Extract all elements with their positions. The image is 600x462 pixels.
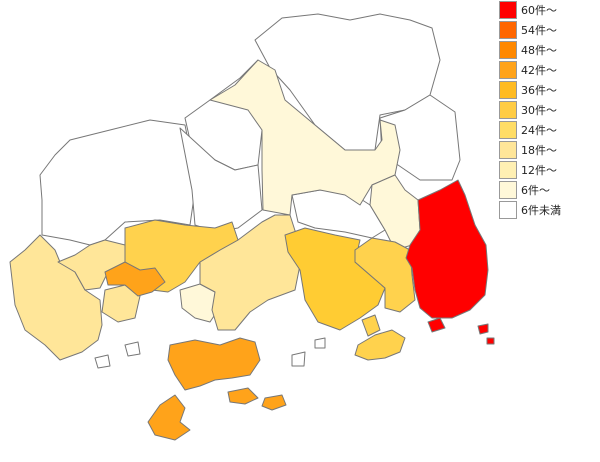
legend-item-42: 42件～ — [499, 60, 561, 80]
region-south-island-3 — [261, 394, 287, 411]
legend-swatch — [499, 41, 517, 59]
island-white-1 — [94, 354, 111, 369]
legend-item-48: 48件～ — [499, 40, 561, 60]
region-center-light — [199, 214, 301, 331]
legend-swatch — [499, 101, 517, 119]
legend-swatch — [499, 121, 517, 139]
map-legend: 60件～ 54件～ 48件～ 42件～ 36件～ 30件～ 24件～ 18件～ … — [499, 0, 561, 220]
island-white-3 — [291, 351, 306, 367]
legend-item-24: 24件～ — [499, 120, 561, 140]
legend-swatch — [499, 81, 517, 99]
legend-item-30: 30件～ — [499, 100, 561, 120]
legend-label: 12件～ — [521, 164, 557, 177]
legend-swatch — [499, 1, 517, 19]
region-south-island-1 — [147, 394, 191, 441]
region-southeast-island — [354, 329, 406, 361]
legend-swatch — [499, 61, 517, 79]
region-red-island-2 — [477, 323, 489, 335]
legend-label: 36件～ — [521, 84, 557, 97]
legend-swatch — [499, 201, 517, 219]
region-red-island-1 — [427, 317, 446, 333]
legend-label: 54件～ — [521, 24, 557, 37]
region-red-island-3 — [486, 337, 495, 345]
legend-label: 6件～ — [521, 184, 550, 197]
legend-label: 18件～ — [521, 144, 557, 157]
island-white-4 — [314, 337, 326, 349]
legend-item-54: 54件～ — [499, 20, 561, 40]
region-west-white — [39, 119, 196, 246]
legend-item-6: 6件～ — [499, 180, 561, 200]
region-center-orange — [104, 261, 166, 297]
region-east-red — [405, 179, 489, 319]
legend-label: 24件～ — [521, 124, 557, 137]
region-east-mid — [354, 237, 416, 313]
legend-item-under-6: 6件未満 — [499, 200, 561, 220]
legend-item-36: 36件～ — [499, 80, 561, 100]
legend-swatch — [499, 21, 517, 39]
legend-label: 60件～ — [521, 4, 557, 17]
legend-label: 48件～ — [521, 44, 557, 57]
legend-label: 30件～ — [521, 104, 557, 117]
region-west-coast — [9, 234, 103, 361]
legend-item-18: 18件～ — [499, 140, 561, 160]
legend-label: 6件未満 — [521, 204, 561, 217]
legend-swatch — [499, 141, 517, 159]
legend-item-60: 60件～ — [499, 0, 561, 20]
legend-swatch — [499, 161, 517, 179]
region-south-orange — [167, 337, 261, 391]
island-white-2 — [124, 341, 141, 357]
region-mid-white — [179, 127, 263, 233]
region-island-small-1 — [361, 314, 381, 337]
legend-item-12: 12件～ — [499, 160, 561, 180]
region-south-island-2 — [227, 387, 259, 405]
region-east-inland — [284, 227, 386, 331]
legend-swatch — [499, 181, 517, 199]
legend-label: 42件～ — [521, 64, 557, 77]
region-north-pale — [209, 59, 401, 216]
